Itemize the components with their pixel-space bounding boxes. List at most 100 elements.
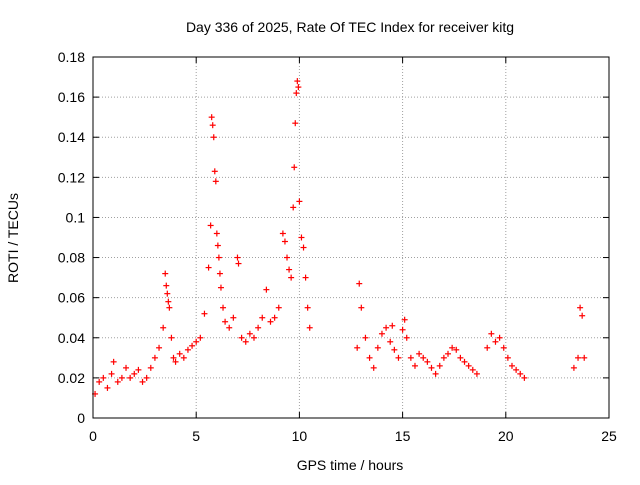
data-point: [226, 324, 233, 331]
data-point: [235, 260, 242, 267]
grid-lines: [93, 57, 609, 418]
x-tick-label: 5: [192, 428, 200, 444]
data-point: [281, 238, 288, 245]
data-point: [151, 354, 158, 361]
data-point: [238, 334, 245, 341]
data-point: [234, 254, 241, 261]
data-point: [370, 364, 377, 371]
data-point: [378, 330, 385, 337]
data-point: [304, 304, 311, 311]
x-tick-label: 15: [395, 428, 411, 444]
data-point: [496, 334, 503, 341]
data-point: [208, 114, 215, 121]
data-point: [453, 346, 460, 353]
data-point: [424, 358, 431, 365]
y-tick-label: 0.04: [58, 330, 85, 346]
data-point: [209, 122, 216, 129]
y-tick-label: 0.08: [58, 250, 85, 266]
data-point: [96, 378, 103, 385]
data-point: [513, 366, 520, 373]
x-tick-label: 10: [292, 428, 308, 444]
data-point: [432, 370, 439, 377]
x-tick-label: 20: [498, 428, 514, 444]
data-point: [246, 330, 253, 337]
data-point: [521, 374, 528, 381]
y-tick-label: 0.02: [58, 370, 85, 386]
data-point: [216, 270, 223, 277]
data-point: [292, 120, 299, 127]
data-point: [457, 354, 464, 361]
data-point: [166, 304, 173, 311]
data-point: [366, 354, 373, 361]
y-tick-label: 0.1: [66, 209, 86, 225]
y-tick-label: 0.18: [58, 49, 85, 65]
data-point: [579, 312, 586, 319]
data-point: [212, 178, 219, 185]
data-point: [211, 168, 218, 175]
data-point: [436, 362, 443, 369]
data-point: [184, 346, 191, 353]
data-point: [449, 344, 456, 351]
data-point: [295, 84, 302, 91]
data-point: [374, 344, 381, 351]
data-point: [461, 358, 468, 365]
data-point: [300, 244, 307, 251]
data-point: [162, 270, 169, 277]
data-point: [176, 350, 183, 357]
data-point: [197, 334, 204, 341]
data-point: [255, 324, 262, 331]
chart-title: Day 336 of 2025, Rate Of TEC Index for r…: [186, 19, 514, 35]
y-tick-label: 0.12: [58, 169, 85, 185]
data-point: [484, 344, 491, 351]
data-point: [401, 316, 408, 323]
x-tick-label: 25: [601, 428, 617, 444]
data-point: [213, 230, 220, 237]
data-point: [156, 344, 163, 351]
data-point: [440, 354, 447, 361]
data-point: [403, 334, 410, 341]
data-point: [267, 318, 274, 325]
y-tick-label: 0: [77, 410, 85, 426]
data-point: [127, 374, 134, 381]
data-point: [143, 374, 150, 381]
data-point: [222, 318, 229, 325]
data-point: [215, 254, 222, 261]
data-point: [500, 344, 507, 351]
y-axis-label: ROTI / TECUs: [5, 193, 21, 283]
data-point: [492, 338, 499, 345]
data-point: [210, 134, 217, 141]
y-tick-label: 0.06: [58, 290, 85, 306]
data-point: [362, 334, 369, 341]
data-point: [284, 254, 291, 261]
data-point: [118, 374, 125, 381]
data-point: [207, 222, 214, 229]
data-point: [168, 334, 175, 341]
data-point: [172, 358, 179, 365]
data-point: [420, 354, 427, 361]
data-point: [577, 304, 584, 311]
data-point: [469, 366, 476, 373]
data-point: [416, 350, 423, 357]
data-point: [504, 354, 511, 361]
data-point: [306, 324, 313, 331]
data-point: [100, 374, 107, 381]
x-axis-label: GPS time / hours: [297, 457, 404, 473]
data-point: [220, 304, 227, 311]
data-point: [570, 364, 577, 371]
data-point: [517, 370, 524, 377]
data-point: [180, 354, 187, 361]
data-point: [123, 364, 130, 371]
data-point: [358, 304, 365, 311]
data-point: [135, 366, 142, 373]
data-point: [488, 330, 495, 337]
data-point: [271, 314, 278, 321]
data-point: [290, 204, 297, 211]
data-point: [193, 338, 200, 345]
data-point: [428, 364, 435, 371]
data-point: [291, 164, 298, 171]
data-point: [407, 354, 414, 361]
data-point: [160, 324, 167, 331]
data-point: [302, 274, 309, 281]
data-point: [189, 342, 196, 349]
